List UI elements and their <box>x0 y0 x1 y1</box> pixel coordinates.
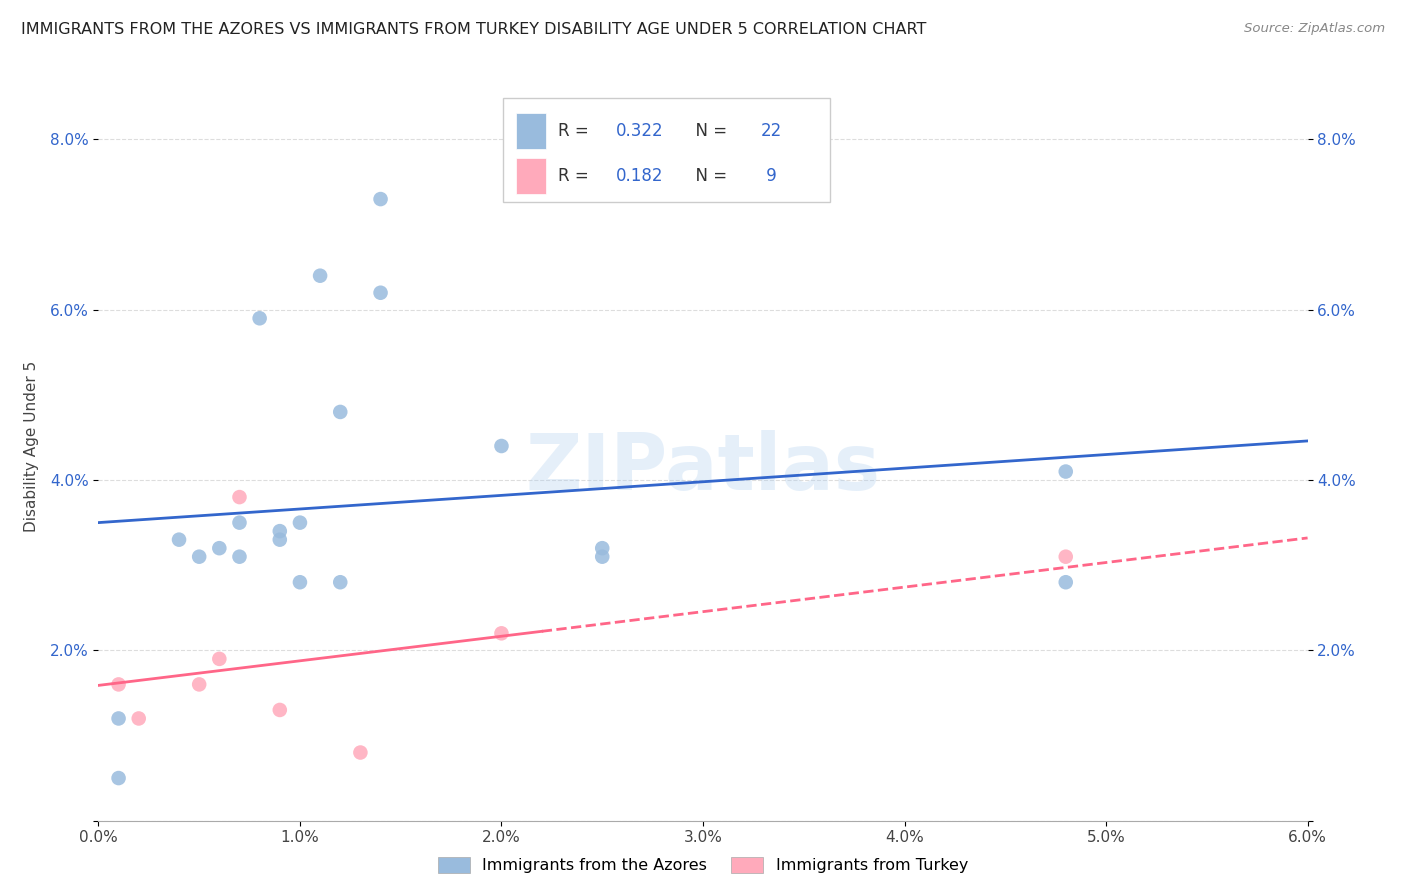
Point <box>288 516 311 530</box>
Point <box>107 711 129 725</box>
Point <box>591 541 613 556</box>
Point <box>188 677 211 691</box>
Point <box>1054 549 1077 564</box>
Text: IMMIGRANTS FROM THE AZORES VS IMMIGRANTS FROM TURKEY DISABILITY AGE UNDER 5 CORR: IMMIGRANTS FROM THE AZORES VS IMMIGRANTS… <box>21 22 927 37</box>
Point <box>269 524 291 538</box>
Point <box>188 549 211 564</box>
Point <box>269 533 291 547</box>
FancyBboxPatch shape <box>516 113 546 149</box>
Point <box>107 677 129 691</box>
Point <box>128 711 150 725</box>
Text: R =: R = <box>558 168 593 186</box>
Point <box>491 626 513 640</box>
Point <box>107 771 129 785</box>
Point <box>591 549 613 564</box>
Point <box>269 703 291 717</box>
Text: 22: 22 <box>761 122 782 140</box>
Text: R =: R = <box>558 122 593 140</box>
Point <box>1054 575 1077 590</box>
Point <box>228 516 250 530</box>
Point <box>208 541 231 556</box>
Text: Source: ZipAtlas.com: Source: ZipAtlas.com <box>1244 22 1385 36</box>
Point <box>288 575 311 590</box>
Point <box>249 311 271 326</box>
Point <box>309 268 332 283</box>
Legend: Immigrants from the Azores, Immigrants from Turkey: Immigrants from the Azores, Immigrants f… <box>432 850 974 880</box>
Point <box>167 533 190 547</box>
Point <box>491 439 513 453</box>
Point <box>1054 465 1077 479</box>
Text: N =: N = <box>685 122 733 140</box>
Text: ZIPatlas: ZIPatlas <box>526 431 880 507</box>
Point <box>228 549 250 564</box>
Text: 0.322: 0.322 <box>616 122 664 140</box>
Text: 0.182: 0.182 <box>616 168 664 186</box>
Text: 9: 9 <box>761 168 776 186</box>
Point <box>208 652 231 666</box>
Point <box>349 746 371 760</box>
Y-axis label: Disability Age Under 5: Disability Age Under 5 <box>24 360 39 532</box>
Point <box>370 285 392 300</box>
Point <box>329 405 352 419</box>
FancyBboxPatch shape <box>516 158 546 194</box>
Point <box>329 575 352 590</box>
Point <box>370 192 392 206</box>
FancyBboxPatch shape <box>503 97 830 202</box>
Text: N =: N = <box>685 168 733 186</box>
Point <box>228 490 250 504</box>
